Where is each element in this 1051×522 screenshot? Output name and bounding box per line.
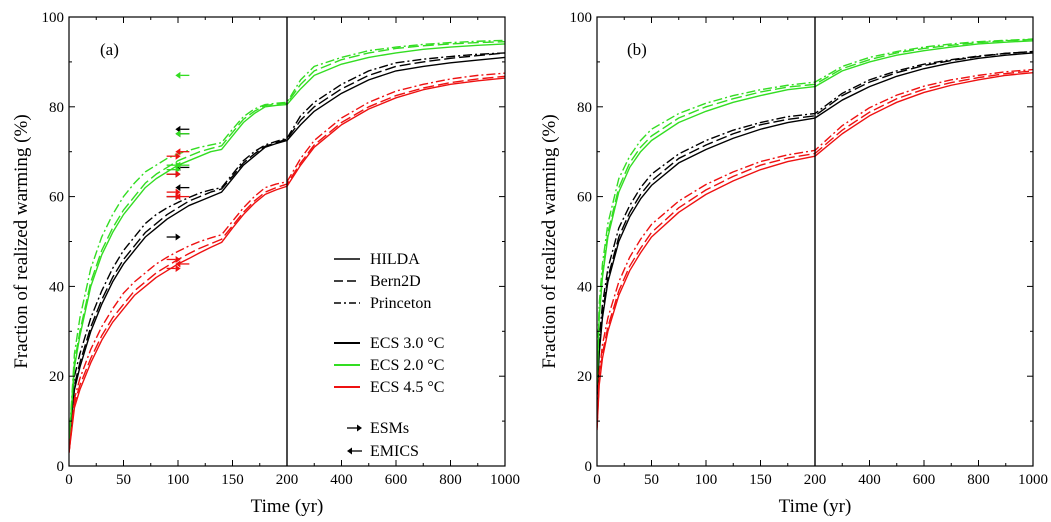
- series-group: [69, 39, 505, 453]
- legend-label: HILDA: [370, 251, 420, 268]
- legend-label: EMICS: [370, 443, 419, 460]
- legend-label: Bern2D: [370, 273, 421, 290]
- y-tick-label: 80: [49, 100, 64, 116]
- arrow-head: [175, 130, 181, 138]
- series-line-princeton-ecs-4-5: [597, 68, 1033, 426]
- legend-arrow-head: [347, 447, 352, 455]
- series-line-bern2d-ecs-2-0: [597, 38, 1033, 381]
- arrow-head: [175, 264, 181, 272]
- x-tick-label: 800: [967, 472, 990, 488]
- arrow-marker-right: [166, 166, 181, 174]
- x-tick-label: 150: [749, 472, 772, 488]
- y-tick-label: 100: [570, 10, 593, 26]
- arrow-head: [175, 148, 181, 156]
- legend-label: ESMs: [370, 420, 409, 437]
- x-tick-label: 1000: [1018, 472, 1048, 488]
- x-tick-label: 50: [116, 472, 131, 488]
- panel-label: (b): [627, 40, 647, 59]
- y-tick-label: 0: [585, 459, 593, 475]
- x-tick-label: 600: [913, 472, 936, 488]
- y-axis-title: Fraction of realized warming (%): [11, 114, 32, 368]
- arrow-head: [175, 125, 181, 133]
- y-tick-label: 60: [49, 190, 64, 206]
- arrow-head: [175, 260, 181, 268]
- x-tick-label: 0: [65, 472, 73, 488]
- x-tick-label: 200: [276, 472, 299, 488]
- y-tick-label: 40: [49, 279, 64, 295]
- arrow-marker-left: [175, 193, 190, 201]
- arrow-marker-right: [166, 170, 181, 178]
- arrow-head: [175, 184, 181, 192]
- arrow-marker-right: [166, 188, 181, 196]
- series-line-bern2d-ecs-2-0: [69, 41, 505, 444]
- arrow-head: [175, 188, 181, 196]
- x-tick-label: 50: [644, 472, 659, 488]
- arrow-head: [175, 71, 181, 79]
- legend-arrow-head: [357, 424, 362, 432]
- y-tick-label: 60: [577, 190, 592, 206]
- x-axis-title: Time (yr): [779, 496, 852, 517]
- legend: HILDA Bern2D Princeton ECS 3.0 °C ECS 2.0 °C…: [334, 251, 444, 460]
- arrow-marker-left: [175, 148, 190, 156]
- x-tick-label: 1000: [490, 472, 520, 488]
- x-tick-label: 400: [330, 472, 353, 488]
- x-tick-label: 100: [695, 472, 718, 488]
- arrow-head: [175, 255, 181, 263]
- legend-label: Princeton: [370, 295, 431, 312]
- arrow-marker-right: [166, 264, 181, 272]
- x-tick-label: 800: [439, 472, 462, 488]
- legend-label: ECS 2.0 °C: [370, 357, 444, 374]
- arrow-marker-left: [175, 260, 190, 268]
- series-line-bern2d-ecs-4-5: [597, 70, 1033, 428]
- arrow-head: [175, 166, 181, 174]
- series-line-hilda-ecs-4-5: [69, 77, 505, 453]
- arrow-head: [175, 152, 181, 160]
- x-axis-title: Time (yr): [251, 496, 324, 517]
- legend-label: ECS 4.5 °C: [370, 379, 444, 396]
- y-tick-label: 20: [49, 369, 64, 385]
- x-tick-label: 0: [593, 472, 601, 488]
- arrow-marker-left: [175, 71, 190, 79]
- x-tick-label: 200: [804, 472, 827, 488]
- x-tick-label: 400: [858, 472, 881, 488]
- series-line-princeton-ecs-3-0: [597, 50, 1033, 399]
- arrow-marker-right: [166, 233, 181, 241]
- series-line-hilda-ecs-4-5: [597, 71, 1033, 431]
- panel-label: (a): [100, 40, 119, 59]
- series-line-princeton-ecs-2-0: [597, 38, 1033, 372]
- x-tick-label: 600: [385, 472, 408, 488]
- y-axis-title: Fraction of realized warming (%): [539, 114, 560, 368]
- series-line-hilda-ecs-3-0: [69, 56, 505, 444]
- arrow-marker-right: [166, 161, 181, 169]
- series-line-bern2d-ecs-3-0: [69, 52, 505, 444]
- arrow-marker-left: [175, 130, 190, 138]
- legend-label: ECS 3.0 °C: [370, 335, 444, 352]
- arrow-head: [175, 193, 181, 201]
- series-line-bern2d-ecs-4-5: [69, 75, 505, 453]
- arrow-head: [175, 233, 181, 241]
- arrow-marker-right: [166, 255, 181, 263]
- series-line-hilda-ecs-2-0: [69, 43, 505, 444]
- series-group: [597, 38, 1033, 431]
- y-tick-label: 80: [577, 100, 592, 116]
- arrow-marker-left: [175, 125, 190, 133]
- series-line-hilda-ecs-3-0: [597, 52, 1033, 413]
- arrow-head: [175, 170, 181, 178]
- arrow-marker-right: [166, 152, 181, 160]
- x-tick-label: 150: [221, 472, 244, 488]
- y-tick-label: 40: [577, 279, 592, 295]
- x-tick-label: 100: [167, 472, 190, 488]
- series-line-princeton-ecs-3-0: [69, 52, 505, 444]
- series-line-bern2d-ecs-3-0: [597, 50, 1033, 408]
- arrow-marker-left: [175, 184, 190, 192]
- y-tick-label: 20: [577, 369, 592, 385]
- y-tick-label: 100: [42, 10, 65, 26]
- y-tick-label: 0: [57, 459, 65, 475]
- series-line-hilda-ecs-2-0: [597, 40, 1033, 386]
- arrow-head: [175, 161, 181, 169]
